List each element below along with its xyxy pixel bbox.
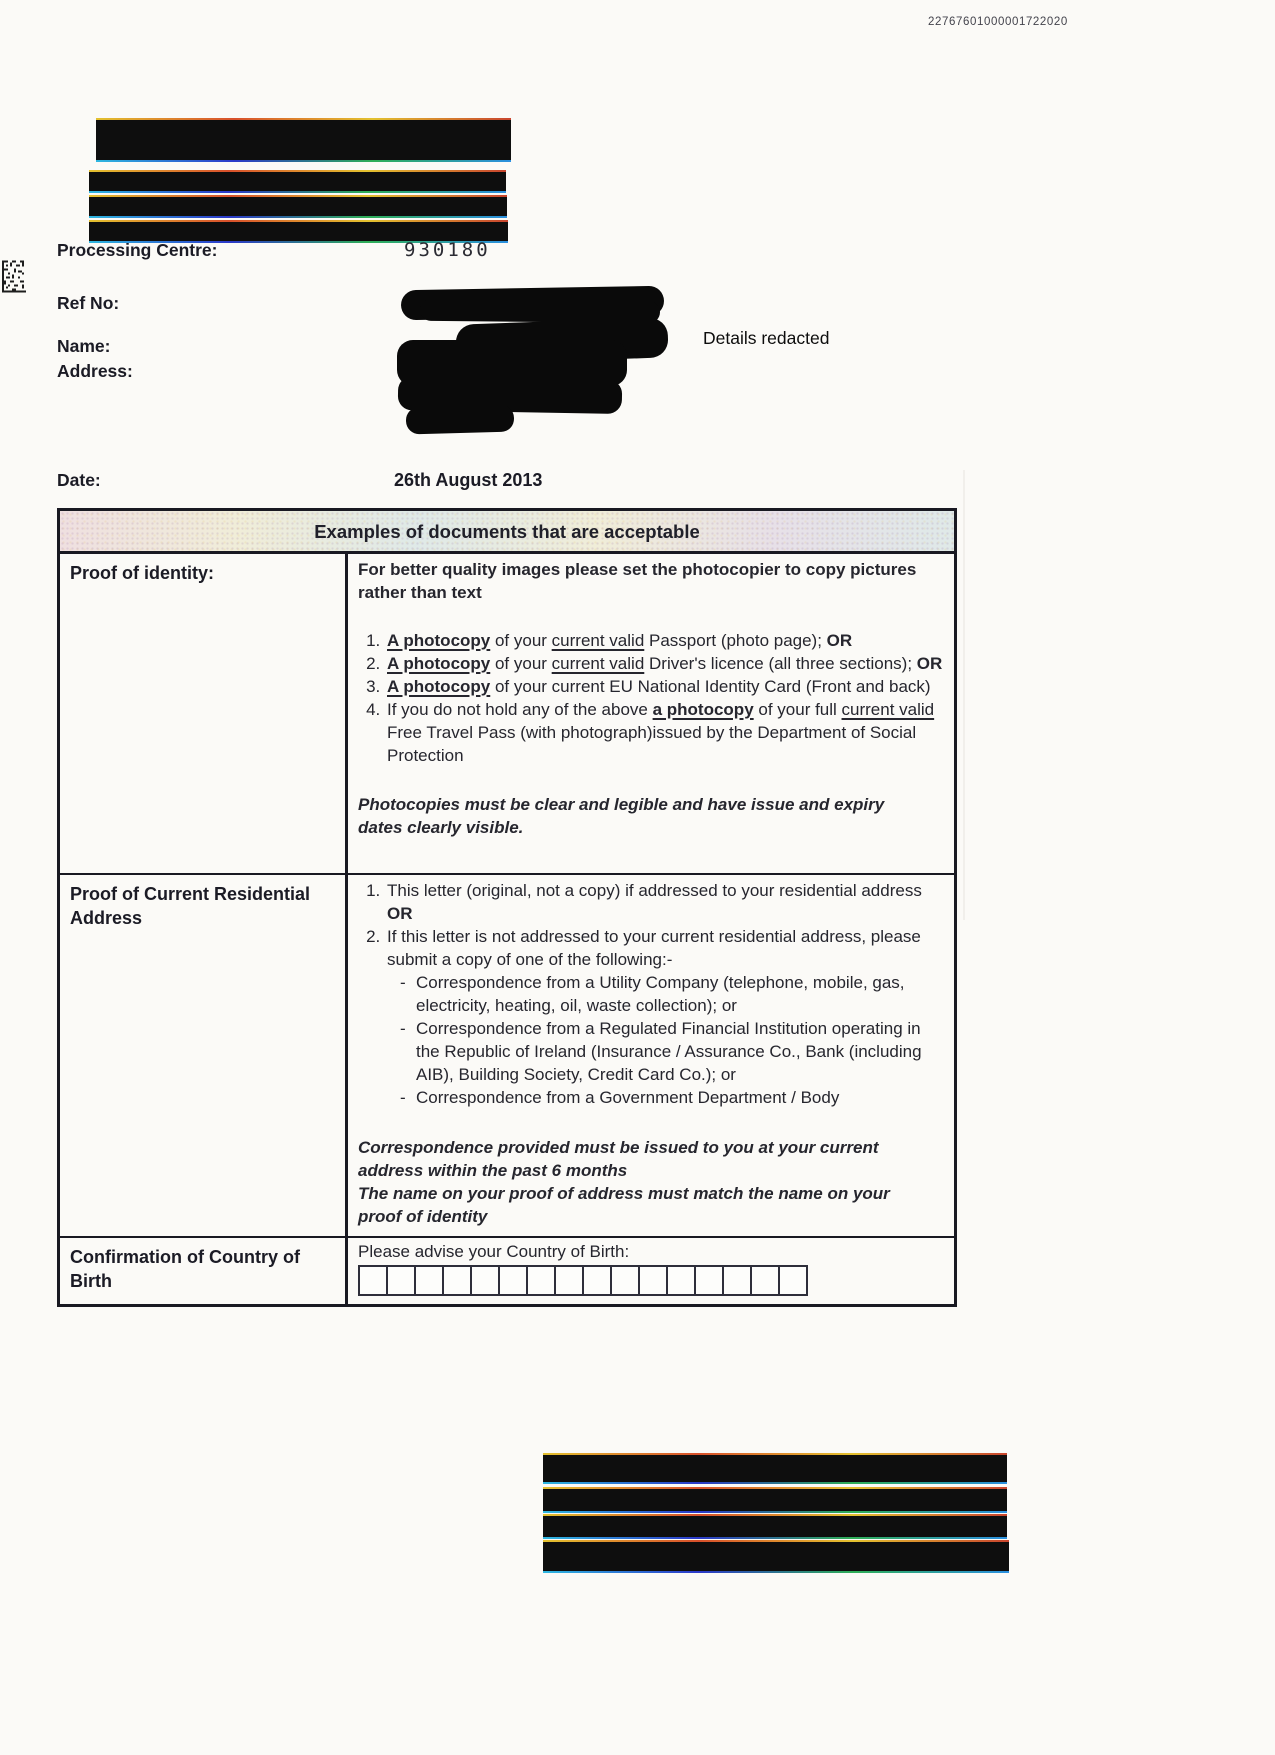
text-segment: of your xyxy=(490,631,552,650)
country-of-birth-cell[interactable] xyxy=(582,1265,612,1296)
correspondence-note-2: The name on your proof of address must m… xyxy=(358,1184,890,1226)
redaction-bar-letterhead-1 xyxy=(96,118,511,162)
text-segment: Free Travel Pass (with photograph)issued… xyxy=(387,723,917,765)
country-of-birth-cell[interactable] xyxy=(442,1265,472,1296)
proof-of-address-heading: Proof of Current Residential Address xyxy=(60,875,348,1236)
date-value: 26th August 2013 xyxy=(394,470,543,490)
photocopier-instruction: For better quality images please set the… xyxy=(358,560,917,602)
list-item: This letter (original, not a copy) if ad… xyxy=(385,879,946,925)
proof-of-address-row: Proof of Current Residential Address Thi… xyxy=(60,875,954,1238)
proof-of-identity-heading: Proof of identity: xyxy=(60,554,348,873)
text-segment: of your xyxy=(490,654,552,673)
redaction-bar-letterhead-3 xyxy=(89,195,507,218)
name-label: Name: xyxy=(57,336,111,356)
address-label: Address: xyxy=(57,361,133,381)
address-documents-list: This letter (original, not a copy) if ad… xyxy=(358,879,946,1109)
identity-documents-list: A photocopy of your current valid Passpo… xyxy=(358,629,946,767)
list-item: If you do not hold any of the above a ph… xyxy=(385,698,946,767)
date-label: Date: xyxy=(57,470,101,490)
list-item: A photocopy of your current valid Driver… xyxy=(385,652,946,675)
list-item: A photocopy of your current valid Passpo… xyxy=(385,629,946,652)
list-item: A photocopy of your current EU National … xyxy=(385,675,946,698)
date-row: Date: xyxy=(57,470,101,491)
country-of-birth-cell[interactable] xyxy=(498,1265,528,1296)
sub-list: Correspondence from a Utility Company (t… xyxy=(387,971,945,1109)
text-segment: OR xyxy=(826,631,853,650)
text-segment: of your full xyxy=(753,700,842,719)
country-of-birth-cell[interactable] xyxy=(554,1265,584,1296)
correspondence-notes: Correspondence provided must be issued t… xyxy=(358,1136,946,1228)
text-segment: If you do not hold any of the above xyxy=(387,700,653,719)
sub-list-item: Correspondence from a Regulated Financia… xyxy=(400,1017,945,1086)
proof-of-identity-row: Proof of identity: For better quality im… xyxy=(60,554,954,875)
country-of-birth-cell[interactable] xyxy=(414,1265,444,1296)
text-segment: OR xyxy=(387,904,413,923)
correspondence-note-1: Correspondence provided must be issued t… xyxy=(358,1138,879,1180)
country-of-birth-cell[interactable] xyxy=(694,1265,724,1296)
sub-list-item: Correspondence from a Government Departm… xyxy=(400,1086,945,1109)
redaction-bar-footer-2 xyxy=(543,1487,1007,1513)
country-of-birth-cell[interactable] xyxy=(750,1265,780,1296)
country-of-birth-cell[interactable] xyxy=(358,1265,388,1296)
address-redaction-3 xyxy=(405,404,515,435)
text-segment: Passport (photo page); xyxy=(644,631,827,650)
text-segment: If this letter is not addressed to your … xyxy=(387,927,921,969)
redaction-bar-footer-3 xyxy=(543,1514,1007,1539)
redaction-bar-footer-1 xyxy=(543,1453,1007,1484)
scan-reference-number: 22767601000001722020 xyxy=(928,16,1068,28)
text-segment: A photocopy xyxy=(387,677,491,696)
country-of-birth-cell[interactable] xyxy=(526,1265,556,1296)
details-redacted-note: Details redacted xyxy=(703,328,830,348)
redaction-bar-letterhead-4 xyxy=(89,220,508,243)
country-of-birth-cell[interactable] xyxy=(722,1265,752,1296)
ref-no-row: Ref No: xyxy=(57,293,119,314)
text-segment: This letter (original, not a copy) if ad… xyxy=(387,881,922,900)
processing-centre-value: 930180 xyxy=(404,239,491,261)
proof-of-identity-content: For better quality images please set the… xyxy=(348,554,954,873)
scan-crease xyxy=(963,470,965,920)
datamatrix-barcode xyxy=(2,260,26,293)
country-of-birth-cell[interactable] xyxy=(386,1265,416,1296)
photocopies-note: Photocopies must be clear and legible an… xyxy=(358,795,885,837)
processing-centre-row: Processing Centre: xyxy=(57,240,217,261)
list-item: If this letter is not addressed to your … xyxy=(385,925,946,1109)
country-of-birth-comb-field[interactable] xyxy=(358,1265,946,1296)
redaction-bar-footer-4 xyxy=(543,1540,1009,1573)
country-of-birth-cell[interactable] xyxy=(470,1265,500,1296)
acceptable-documents-table: Examples of documents that are acceptabl… xyxy=(57,508,957,1307)
country-of-birth-cell[interactable] xyxy=(638,1265,668,1296)
country-of-birth-cell[interactable] xyxy=(778,1265,808,1296)
country-of-birth-cell[interactable] xyxy=(610,1265,640,1296)
text-segment: of your current EU National Identity Car… xyxy=(490,677,931,696)
country-of-birth-prompt: Please advise your Country of Birth: xyxy=(358,1242,630,1261)
country-of-birth-cell[interactable] xyxy=(666,1265,696,1296)
text-segment: A photocopy xyxy=(387,654,491,673)
ref-no-label: Ref No: xyxy=(57,293,120,313)
text-segment: current valid xyxy=(841,700,935,719)
text-segment: a photocopy xyxy=(652,700,754,719)
name-row: Name: xyxy=(57,336,111,357)
country-of-birth-row: Confirmation of Country of Birth Please … xyxy=(60,1238,954,1304)
table-title: Examples of documents that are acceptabl… xyxy=(60,511,954,554)
text-segment: A photocopy xyxy=(387,631,491,650)
address-row: Address: xyxy=(57,361,133,382)
proof-of-address-content: This letter (original, not a copy) if ad… xyxy=(348,875,954,1236)
text-segment: current valid xyxy=(551,654,645,673)
processing-centre-label: Processing Centre: xyxy=(57,240,218,260)
redaction-bar-letterhead-2 xyxy=(89,170,506,193)
text-segment: OR xyxy=(916,654,943,673)
country-of-birth-heading: Confirmation of Country of Birth xyxy=(60,1238,348,1304)
country-of-birth-content: Please advise your Country of Birth: xyxy=(348,1238,954,1304)
text-segment: Driver's licence (all three sections); xyxy=(644,654,917,673)
sub-list-item: Correspondence from a Utility Company (t… xyxy=(400,971,945,1017)
text-segment: current valid xyxy=(551,631,645,650)
